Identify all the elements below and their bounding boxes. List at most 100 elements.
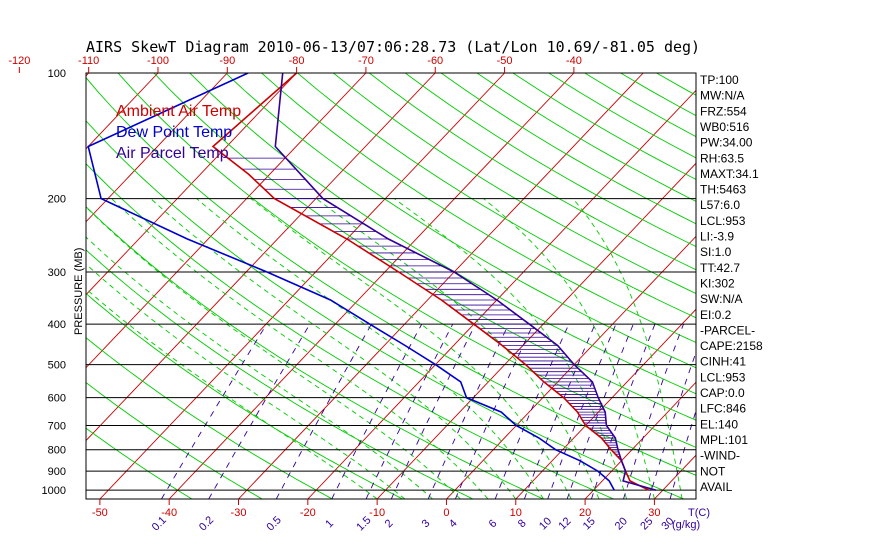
mixing-ratio-tick-label: 2 bbox=[383, 517, 396, 530]
index-entry: CAPE:2158 bbox=[700, 339, 763, 353]
isotherm-line bbox=[86, 73, 297, 296]
mixing-ratio-line bbox=[494, 324, 570, 499]
index-entry: EL:140 bbox=[700, 417, 738, 431]
dry-adiabat-line bbox=[369, 73, 696, 271]
index-entry: -WIND- bbox=[700, 449, 740, 463]
isotherm-line bbox=[793, 73, 870, 499]
top-temp-tick-label: -90 bbox=[219, 55, 235, 67]
mixing-ratio-line bbox=[161, 323, 268, 499]
index-entry: LCL:953 bbox=[700, 214, 746, 228]
index-entry: TH:5463 bbox=[700, 183, 746, 197]
top-temp-tick-label: -80 bbox=[289, 55, 305, 67]
index-entry: TT:42.7 bbox=[700, 261, 740, 275]
series-line bbox=[274, 73, 657, 491]
index-entry: LCL:953 bbox=[700, 370, 746, 384]
mixing-ratio-line bbox=[648, 351, 696, 499]
index-entry: PW:34.00 bbox=[700, 136, 753, 150]
mixing-ratio-line bbox=[365, 323, 454, 499]
series-line bbox=[87, 73, 616, 491]
isotherm-line bbox=[168, 73, 575, 499]
moist-adiabat-line bbox=[196, 198, 544, 499]
pressure-tick-label: 500 bbox=[48, 360, 66, 372]
isotherm-line bbox=[654, 454, 696, 499]
dry-adiabat-line bbox=[656, 73, 696, 96]
top-temp-tick-label: -120 bbox=[8, 55, 30, 67]
index-entry: LFC:846 bbox=[700, 402, 746, 416]
bottom-temp-tick-label: 10 bbox=[510, 507, 522, 519]
dry-adiabat-line bbox=[333, 73, 696, 294]
mixing-ratio-unit: (g/kg) bbox=[672, 519, 700, 531]
isotherm-line bbox=[515, 308, 696, 499]
dry-adiabat-line bbox=[476, 73, 696, 202]
isotherm-line bbox=[86, 73, 228, 223]
dry-adiabat-line bbox=[86, 427, 193, 499]
mixing-ratio-tick-label: 3 bbox=[420, 517, 433, 530]
dry-adiabat-line bbox=[261, 73, 696, 343]
isotherm-line bbox=[446, 235, 696, 499]
top-temp-tick-label: -110 bbox=[78, 55, 99, 67]
mixing-ratio-tick-label: 1 bbox=[323, 518, 336, 531]
index-entry: L57:6.0 bbox=[700, 198, 740, 212]
pressure-tick-label: 600 bbox=[48, 393, 66, 405]
top-temp-tick-label: -70 bbox=[358, 55, 374, 67]
moist-adiabat-line bbox=[86, 236, 433, 499]
moist-adiabat-line bbox=[86, 206, 461, 499]
index-entry: NOT bbox=[700, 464, 726, 478]
mixing-ratio-tick-label: 0.5 bbox=[265, 514, 284, 533]
mixing-ratio-line bbox=[454, 324, 534, 499]
mixing-ratio-tick-label: 12 bbox=[556, 515, 573, 532]
bottom-temp-tick-label: 0 bbox=[443, 507, 449, 519]
isotherm-line bbox=[86, 73, 436, 442]
mixing-ratio-tick-label: 20 bbox=[613, 515, 630, 532]
y-axis-label: PRESSURE (MB) bbox=[73, 248, 85, 335]
isotherm-line bbox=[0, 73, 19, 499]
mixing-ratio-line bbox=[623, 324, 684, 499]
moist-adiabat-line bbox=[86, 263, 406, 499]
bottom-temp-tick-label: -20 bbox=[300, 507, 316, 519]
bottom-axis-unit: T(C) bbox=[688, 507, 710, 519]
top-temp-tick-label: -40 bbox=[566, 55, 582, 67]
isotherm-line bbox=[99, 73, 505, 499]
moist-adiabat-line bbox=[150, 198, 517, 499]
mixing-ratio-tick-label: 0.2 bbox=[197, 514, 216, 533]
index-entry: TP:100 bbox=[700, 73, 739, 87]
mixing-ratio-line bbox=[275, 323, 372, 499]
mixing-ratio-line bbox=[427, 324, 510, 499]
series-lines bbox=[87, 73, 657, 491]
dry-adiabat-line bbox=[86, 163, 614, 499]
top-temp-tick-label: -50 bbox=[497, 55, 513, 67]
dry-adiabat-line bbox=[117, 73, 696, 448]
chart-title: AIRS SkewT Diagram 2010-06-13/07:06:28.7… bbox=[86, 38, 700, 56]
mixing-ratio-line bbox=[208, 323, 311, 499]
cape-hatching bbox=[227, 157, 621, 459]
dry-adiabat-line bbox=[404, 73, 696, 248]
pressure-tick-label: 400 bbox=[48, 319, 66, 331]
mixing-ratio-line bbox=[390, 323, 476, 499]
dry-adiabat-line bbox=[86, 120, 685, 499]
index-entry: SI:1.0 bbox=[700, 245, 732, 259]
background-grid bbox=[0, 73, 870, 499]
index-entry: WB0:516 bbox=[700, 120, 750, 134]
pressure-tick-label: 700 bbox=[48, 421, 66, 433]
legend-entry: Air Parcel Temp bbox=[116, 145, 229, 162]
moist-adiabat-line bbox=[86, 288, 378, 499]
moist-adiabat-line bbox=[316, 198, 600, 499]
dry-adiabat-line bbox=[86, 76, 696, 476]
pressure-tick-label: 100 bbox=[48, 68, 66, 80]
top-temp-tick-label: -100 bbox=[147, 55, 169, 67]
mixing-ratio-tick-label: 6 bbox=[487, 518, 500, 531]
index-entry: MW:N/A bbox=[700, 89, 744, 103]
pressure-tick-label: 200 bbox=[48, 194, 66, 206]
pressure-tick-label: 1000 bbox=[42, 485, 66, 497]
dry-adiabat-line bbox=[86, 206, 544, 499]
index-entry: KI:302 bbox=[700, 276, 735, 290]
dry-adiabat-line bbox=[225, 73, 696, 369]
index-entry: SW:N/A bbox=[700, 292, 742, 306]
mixing-ratio-tick-label: 10 bbox=[537, 515, 554, 532]
dry-adiabat-line bbox=[297, 73, 696, 319]
index-entry: RH:63.5 bbox=[700, 151, 744, 165]
top-temp-tick-label: -60 bbox=[427, 55, 443, 67]
